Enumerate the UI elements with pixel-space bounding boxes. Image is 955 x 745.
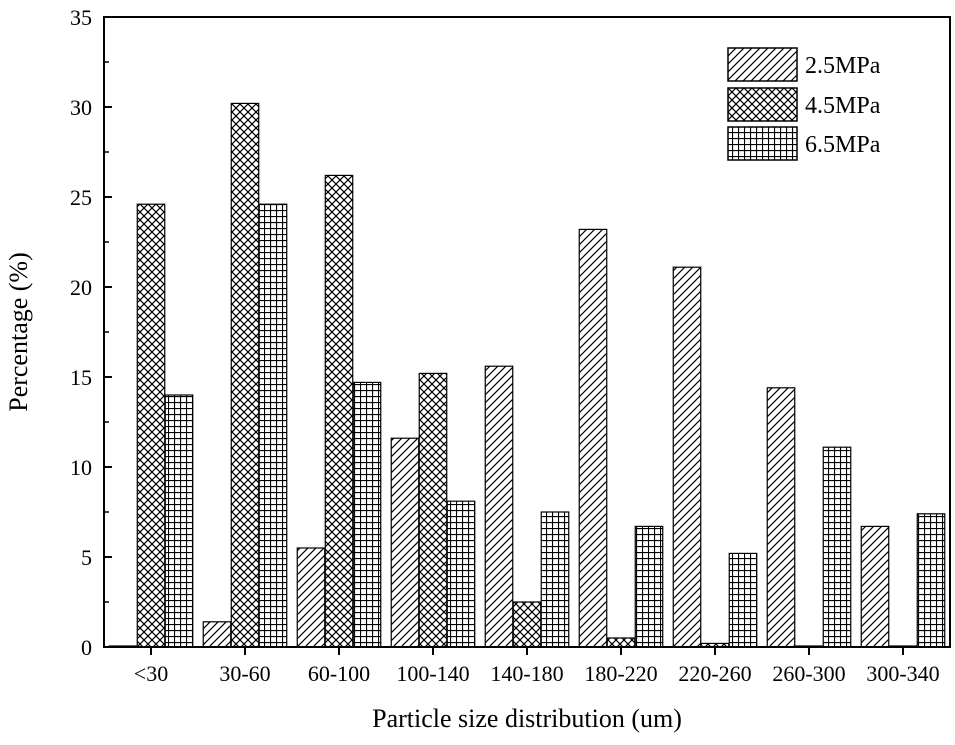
legend-swatch-4-5mpa [727,87,798,122]
x-tick-label: 30-60 [219,661,270,686]
bar-6-5mpa-lt30 [164,394,194,648]
bar-4-5mpa-30-60 [230,102,260,648]
bar-2-5mpa-220-260 [672,266,702,648]
bar-4-5mpa-lt30 [136,203,166,648]
bar-2-5mpa-300-340 [860,525,890,648]
bar-6-5mpa-100-140 [446,500,476,648]
x-tick-label: 140-180 [490,661,563,686]
bar-2-5mpa-180-220 [578,228,608,648]
y-tick-label: 10 [70,455,92,480]
bar-4-5mpa-100-140 [418,372,448,648]
y-tick-label: 15 [70,365,92,390]
legend-label-6-5mpa: 6.5MPa [805,132,881,158]
bar-6-5mpa-260-300 [822,446,852,648]
y-tick-label: 20 [70,275,92,300]
bar-2-5mpa-140-180 [484,365,514,648]
bar-2-5mpa-60-100 [296,547,326,648]
y-tick-label: 25 [70,185,92,210]
y-axis-title: Percentage (%) [4,252,33,412]
legend: 2.5MPa 4.5MPa 6.5MPa [727,47,881,161]
y-tick-label: 30 [70,95,92,120]
bar-2-5mpa-30-60 [202,621,232,648]
y-axis: 0 5 10 15 20 25 30 35 [70,5,112,660]
bar-2-5mpa-260-300 [766,387,796,648]
legend-swatch-2-5mpa [727,47,798,82]
legend-label-2-5mpa: 2.5MPa [805,53,881,79]
x-axis: <30 30-60 60-100 100-140 140-180 180-220 220-2… [134,647,940,686]
x-axis-title: Particle size distribution (um) [372,704,682,733]
bar-4-5mpa-140-180 [512,601,542,648]
x-tick-label: <30 [134,661,168,686]
bar-6-5mpa-300-340 [916,513,946,648]
bars-layer [108,102,946,648]
bar-6-5mpa-220-260 [728,552,758,648]
legend-label-4-5mpa: 4.5MPa [805,93,881,119]
x-tick-label: 180-220 [584,661,657,686]
bar-6-5mpa-30-60 [258,203,288,648]
bar-6-5mpa-60-100 [352,381,382,648]
bar-2-5mpa-100-140 [390,437,420,648]
bar-4-5mpa-180-220 [606,637,636,648]
y-tick-label: 0 [81,635,92,660]
y-tick-label: 35 [70,5,92,30]
bar-4-5mpa-60-100 [324,174,354,648]
legend-swatch-6-5mpa [727,126,798,161]
x-tick-label: 220-260 [678,661,751,686]
x-tick-label: 300-340 [866,661,939,686]
y-tick-label: 5 [81,545,92,570]
bar-6-5mpa-140-180 [540,511,570,648]
x-tick-label: 260-300 [772,661,845,686]
x-tick-label: 60-100 [308,661,370,686]
x-tick-label: 100-140 [396,661,469,686]
bar-6-5mpa-180-220 [634,525,664,648]
